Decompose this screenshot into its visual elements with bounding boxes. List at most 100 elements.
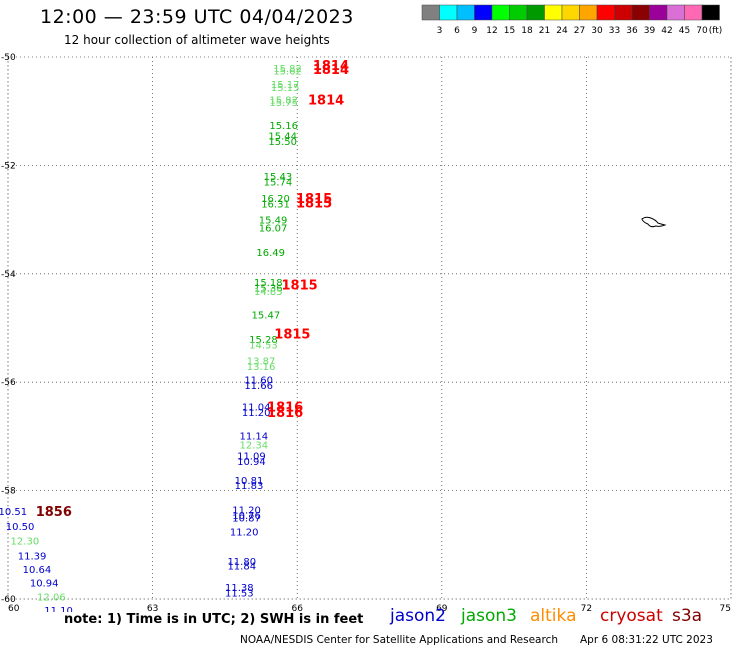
wave-height-label: 15.74 <box>264 178 293 189</box>
wave-height-label: 10.94 <box>30 579 59 590</box>
wave-height-label: 11.53 <box>225 588 254 599</box>
island-coastline <box>641 216 667 228</box>
wave-height-label: 11.04 <box>242 403 271 414</box>
color-scale-label: 6 <box>454 26 460 36</box>
legend-jason2: jason2 <box>390 606 446 626</box>
color-scale-swatch <box>701 4 720 21</box>
wave-height-label: 15.15 <box>271 83 300 94</box>
wave-height-label: 15.28 <box>249 335 278 346</box>
wave-height-label: 11.09 <box>237 451 266 462</box>
wave-height-label: 13.16 <box>247 362 276 373</box>
wave-height-label: 11.20 <box>232 506 261 517</box>
wave-height-label: 11.38 <box>225 583 254 594</box>
pass-time-label: 1815 <box>282 279 318 294</box>
pass-time-label: 1816 <box>267 406 303 421</box>
wave-height-label: 15.82 <box>269 95 298 106</box>
color-scale-unit: (ft) <box>709 26 723 36</box>
y-tick-label: -52 <box>1 161 16 171</box>
color-scale-label: 18 <box>521 26 533 36</box>
y-tick-label: -60 <box>1 595 16 605</box>
wave-height-label: 11.83 <box>235 481 264 492</box>
color-scale-label: 27 <box>574 26 585 36</box>
pass-time-label: 1815 <box>296 196 332 211</box>
wave-height-label: 15.16 <box>269 121 298 132</box>
plot-frame <box>7 56 732 600</box>
wave-height-label: 11.14 <box>239 431 268 442</box>
pass-time-label: 1816 <box>267 401 303 416</box>
pass-time-label: 1815 <box>274 327 310 342</box>
wave-height-label: 15.17 <box>271 80 300 91</box>
wave-height-label: 15.49 <box>259 216 288 227</box>
color-scale-label: 21 <box>539 26 550 36</box>
color-scale-label: 36 <box>626 26 638 36</box>
wave-height-label: 11.20 <box>242 408 271 419</box>
chart-note: note: 1) Time is in UTC; 2) SWH is in fe… <box>64 612 364 627</box>
wave-height-label: 15.62 <box>273 67 302 78</box>
wave-height-label: 10.87 <box>232 514 261 525</box>
wave-height-label: 11.39 <box>18 552 47 563</box>
color-scale-label: 9 <box>472 26 478 36</box>
x-tick-label: 75 <box>720 604 731 612</box>
color-scale-label: 42 <box>661 26 672 36</box>
wave-height-label: 11.20 <box>230 527 259 538</box>
wave-height-label: 12.30 <box>11 536 40 547</box>
wave-height-label: 15.18 <box>254 278 283 289</box>
color-scale-label: 39 <box>644 26 656 36</box>
wave-height-label: 15.44 <box>268 132 297 143</box>
x-tick-label: 63 <box>147 604 158 612</box>
wave-height-label: 15.36 <box>254 283 283 294</box>
wave-height-color-scale: 3 6 9 12 15 18 21 24 27 30 33 36 39 42 45 70 (ft) <box>421 4 723 36</box>
legend-cryosat: cryosat <box>600 606 663 626</box>
footer-timestamp: Apr 6 08:31:22 UTC 2023 <box>580 634 713 646</box>
color-scale-label: 70 <box>696 26 708 36</box>
wave-height-label: 11.60 <box>244 375 273 386</box>
wave-height-label: 16.07 <box>259 224 288 235</box>
wave-height-label: 15.50 <box>268 137 297 148</box>
color-scale-label: 33 <box>609 26 620 36</box>
y-tick-label: -56 <box>1 378 16 388</box>
wave-height-label: 11.80 <box>227 557 256 568</box>
wave-height-label: 10.94 <box>237 457 266 468</box>
legend-s3a: s3a <box>672 606 703 626</box>
wave-height-label: 10.76 <box>232 511 261 522</box>
wave-height-label: 11.84 <box>227 561 256 572</box>
wave-height-label: 13.87 <box>247 357 276 368</box>
x-tick-label: 69 <box>436 604 448 612</box>
color-scale-label: 3 <box>437 26 443 36</box>
wave-height-label: 10.50 <box>6 522 35 533</box>
wave-height-label: 16.31 <box>261 199 290 210</box>
chart-subtitle: 12 hour collection of altimeter wave hei… <box>64 33 330 47</box>
color-scale-label: 15 <box>504 26 515 36</box>
wave-height-label: 14.53 <box>249 340 278 351</box>
pass-time-label: 1814 <box>308 93 344 108</box>
pass-time-label: 1814 <box>313 59 349 74</box>
wave-height-label: 14.85 <box>254 287 283 298</box>
legend-jason3: jason3 <box>461 606 517 626</box>
y-tick-label: -58 <box>1 487 16 497</box>
pass-time-label: 1815 <box>296 192 332 207</box>
y-tick-label: -50 <box>1 53 16 63</box>
wave-height-label: 11.66 <box>244 381 273 392</box>
wave-height-label: 16.20 <box>261 194 290 205</box>
x-tick-label: 66 <box>291 604 303 612</box>
wave-height-label: 16.49 <box>256 248 285 259</box>
color-scale-label: 45 <box>679 26 690 36</box>
wave-height-label: 10.51 <box>0 507 27 518</box>
x-tick-label: 60 <box>8 604 20 612</box>
pass-time-label: 1856 <box>36 505 72 520</box>
pass-time-label: 1814 <box>313 63 349 78</box>
wave-height-map: 60 63 66 69 72 75-50-52-54-56-58-6015.8215.62… <box>0 53 732 612</box>
wave-height-label: 15.43 <box>264 172 293 183</box>
wave-height-label: 15.75 <box>269 98 298 109</box>
wave-height-label: 10.64 <box>23 565 52 576</box>
legend-altika: altika <box>530 606 577 626</box>
x-tick-label: 72 <box>581 604 592 612</box>
wave-height-label: 12.06 <box>37 592 66 603</box>
wave-height-label: 11.10 <box>44 606 73 612</box>
color-scale-label: 24 <box>556 26 568 36</box>
footer-credit: NOAA/NESDIS Center for Satellite Applica… <box>240 634 558 646</box>
wave-height-label: 15.82 <box>273 64 302 75</box>
wave-height-label: 10.81 <box>235 476 264 487</box>
color-scale-label: 30 <box>591 26 603 36</box>
